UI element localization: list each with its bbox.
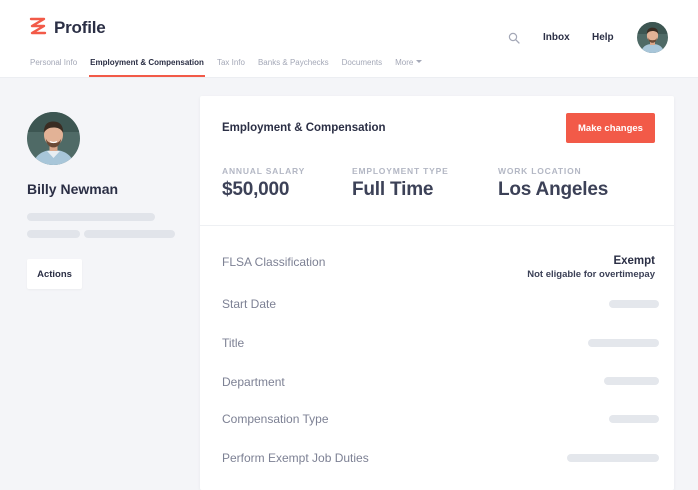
employment-compensation-card: Employment & Compensation Make changes A…	[200, 96, 674, 490]
profile-avatar	[27, 112, 80, 165]
profile-tabs: Personal Info Employment & Compensation …	[30, 58, 435, 78]
compensation-type-placeholder	[609, 415, 659, 423]
profile-detail-placeholder	[27, 213, 155, 221]
start-date-placeholder	[609, 300, 659, 308]
search-icon[interactable]	[508, 32, 520, 44]
flsa-classification-label: FLSA Classification	[222, 255, 326, 269]
tab-documents[interactable]: Documents	[341, 58, 383, 67]
stat-value: Los Angeles	[498, 179, 609, 200]
help-link[interactable]: Help	[592, 32, 614, 43]
zigzag-logo-icon[interactable]	[29, 17, 47, 37]
top-header: Profile Personal Info Employment & Compe…	[0, 0, 698, 78]
profile-detail-placeholder	[27, 230, 80, 238]
start-date-label: Start Date	[222, 297, 277, 311]
flsa-value: Exempt	[613, 255, 655, 267]
department-label: Department	[222, 375, 285, 389]
profile-name: Billy Newman	[27, 181, 119, 197]
title-label: Title	[222, 336, 245, 350]
tab-personal-info[interactable]: Personal Info	[30, 58, 78, 67]
compensation-type-label: Compensation Type	[222, 412, 329, 426]
tab-employment-compensation[interactable]: Employment & Compensation	[89, 58, 205, 78]
work-location-stat: WORK LOCATION Los Angeles	[498, 166, 608, 201]
stat-value: Full Time	[352, 179, 434, 200]
exempt-duties-placeholder	[567, 454, 659, 462]
title-placeholder	[588, 339, 659, 347]
stat-label: ANNUAL SALARY	[222, 166, 306, 176]
stat-value: $50,000	[222, 179, 290, 200]
department-placeholder	[604, 377, 659, 385]
page-title: Profile	[54, 18, 106, 37]
profile-detail-placeholder	[84, 230, 175, 238]
tab-tax-info[interactable]: Tax Info	[216, 58, 245, 67]
exempt-duties-label: Perform Exempt Job Duties	[222, 451, 369, 465]
tab-more[interactable]: More	[395, 58, 423, 78]
actions-button[interactable]: Actions	[27, 259, 82, 289]
stat-label: WORK LOCATION	[498, 166, 582, 176]
make-changes-button[interactable]: Make changes	[566, 113, 655, 143]
tab-more-label: More	[395, 58, 414, 67]
flsa-classification-value: Exempt Not eligable for overtimepay	[527, 255, 655, 280]
flsa-subvalue: Not eligable for overtimepay	[527, 269, 655, 280]
annual-salary-stat: ANNUAL SALARY $50,000	[222, 166, 305, 201]
employment-type-stat: EMPLOYMENT TYPE Full Time	[352, 166, 449, 201]
divider	[200, 225, 674, 226]
card-title: Employment & Compensation	[222, 122, 386, 134]
inbox-link[interactable]: Inbox	[543, 32, 570, 43]
user-avatar[interactable]	[637, 22, 668, 53]
tab-banks-paychecks[interactable]: Banks & Paychecks	[257, 58, 329, 67]
stat-label: EMPLOYMENT TYPE	[352, 166, 449, 176]
caret-down-icon	[416, 60, 423, 63]
